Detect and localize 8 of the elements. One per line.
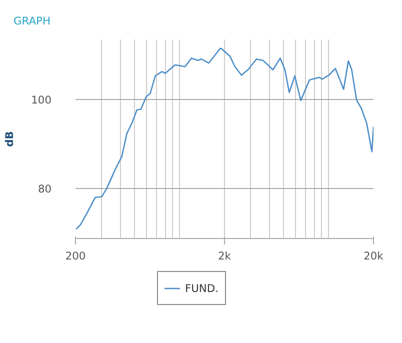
legend-label: FUND. [185, 282, 218, 294]
x-tick-label: 2k [218, 250, 232, 262]
y-axis-title: dB [3, 131, 16, 147]
x-tick-label: 200 [65, 250, 86, 262]
y-tick-label: 100 [31, 94, 52, 107]
y-tick-label: 80 [38, 182, 52, 196]
chart-title: GRAPH [14, 14, 50, 28]
x-tick-label: 20k [364, 250, 384, 262]
